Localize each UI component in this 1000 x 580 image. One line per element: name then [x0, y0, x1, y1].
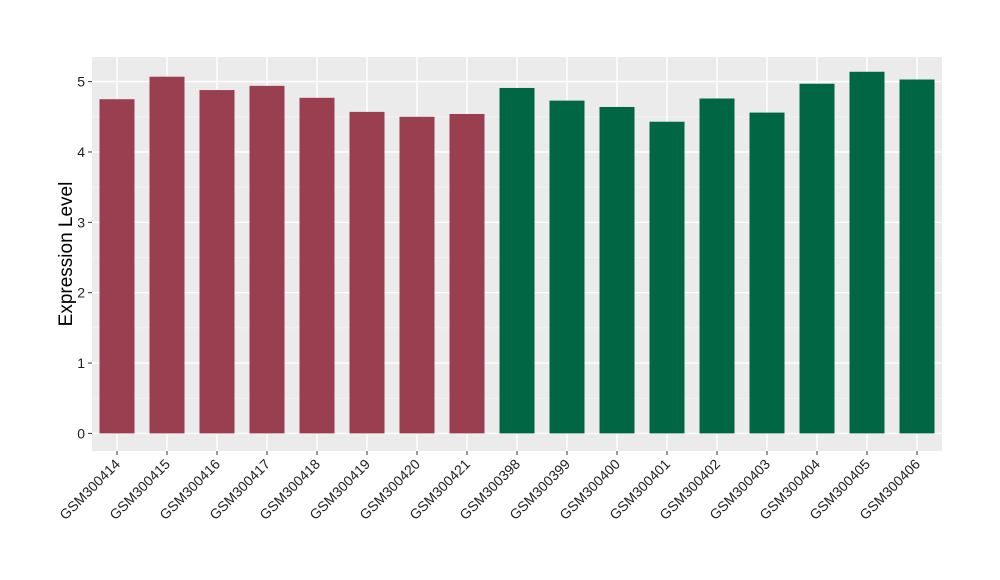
- y-tick-label: 1: [77, 355, 85, 371]
- y-tick-label: 0: [77, 425, 85, 441]
- bar-GSM300401: [649, 121, 685, 434]
- y-tick-label: 2: [77, 285, 85, 301]
- bar-GSM300416: [199, 90, 235, 434]
- bar-GSM300421: [449, 113, 485, 434]
- bar-GSM300404: [799, 83, 835, 434]
- bar-GSM300403: [749, 112, 785, 434]
- bar-GSM300420: [399, 116, 435, 434]
- y-axis-title: Expression Level: [56, 182, 77, 327]
- x-axis: GSM300414GSM300415GSM300416GSM300417GSM3…: [56, 451, 923, 523]
- y-tick-label: 4: [77, 144, 85, 160]
- bar-GSM300406: [899, 79, 935, 434]
- bar-GSM300402: [699, 98, 735, 434]
- y-tick-label: 3: [77, 214, 85, 230]
- bar-GSM300414: [99, 99, 135, 434]
- bar-GSM300398: [499, 87, 535, 434]
- y-axis: 0 1 2 3 4 5: [77, 74, 92, 441]
- bar-GSM300415: [149, 76, 185, 434]
- y-tick-label: 5: [77, 74, 85, 90]
- bars: [99, 71, 935, 434]
- bar-GSM300400: [599, 106, 635, 434]
- bar-GSM300417: [249, 85, 285, 434]
- bar-GSM300418: [299, 97, 335, 434]
- bar-GSM300419: [349, 111, 385, 434]
- bar-GSM300405: [849, 71, 885, 434]
- bar-GSM300399: [549, 100, 585, 434]
